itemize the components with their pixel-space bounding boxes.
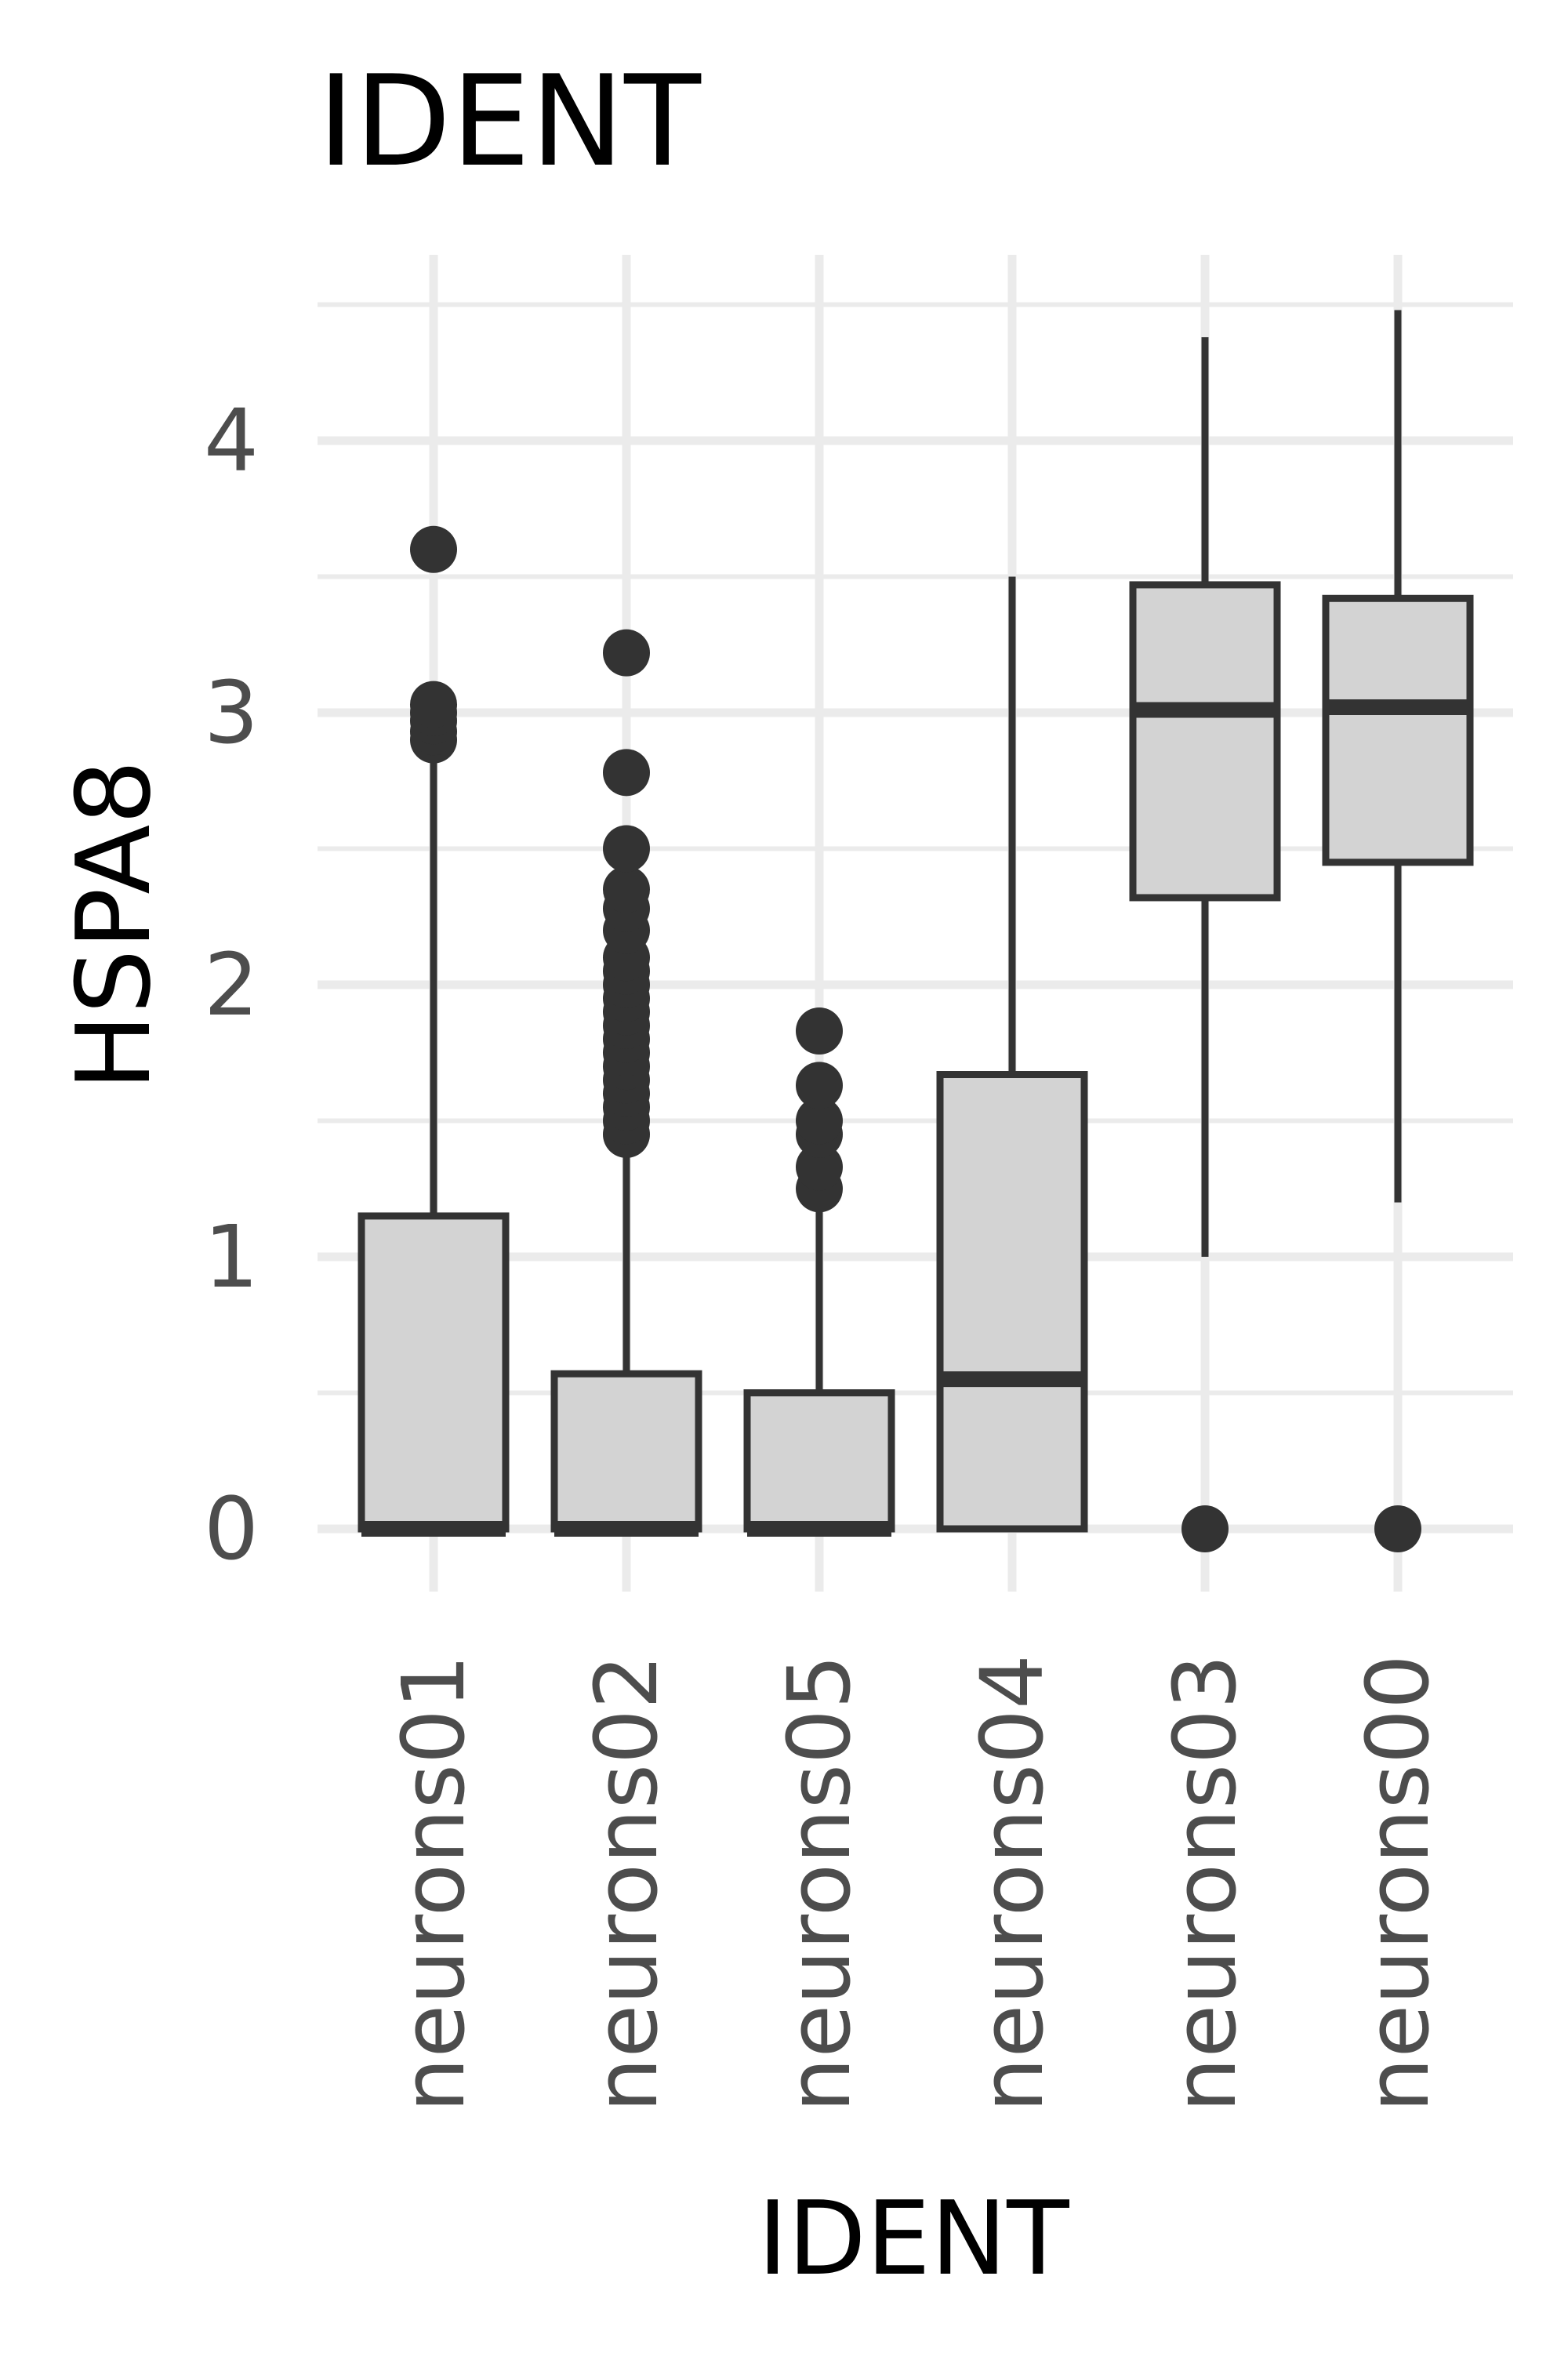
axis-layer: 0 1 2 3 4 neurons01 neurons02 neurons05 neurons0…: [204, 390, 1448, 2112]
y-tick-label: 4: [204, 390, 259, 491]
box-neurons04: [936, 1071, 1088, 1533]
x-tick-label: neurons02: [576, 1654, 677, 2112]
x-tick-label: neurons00: [1348, 1654, 1448, 2112]
box-neurons01: [358, 1212, 510, 1533]
outlier-point: [796, 1143, 843, 1191]
outlier-point: [1374, 1505, 1421, 1552]
outlier-point: [603, 825, 650, 873]
outlier-point: [1181, 1505, 1229, 1552]
box-neurons03: [1129, 581, 1281, 902]
box-neurons00: [1322, 594, 1474, 866]
outlier-point: [410, 525, 457, 573]
outlier-point: [603, 629, 650, 677]
y-axis-label: HSPA8: [54, 760, 173, 1091]
box-layer: [358, 310, 1474, 1537]
x-tick-label: neurons01: [383, 1654, 484, 2112]
outlier-point: [796, 1007, 843, 1055]
x-tick-label: neurons03: [1155, 1654, 1255, 2112]
outlier-point: [603, 749, 650, 797]
chart-title: IDENT: [318, 48, 702, 194]
outlier-layer: [410, 525, 1421, 1552]
box-neurons05: [743, 1389, 895, 1533]
box-neurons02: [550, 1370, 702, 1533]
y-tick-label: 3: [204, 663, 259, 763]
y-tick-label: 1: [204, 1207, 259, 1307]
outlier-point: [796, 1062, 843, 1109]
y-tick-label: 0: [204, 1479, 259, 1579]
outlier-point: [410, 681, 457, 728]
x-tick-label: neurons05: [769, 1654, 869, 2112]
outlier-point: [603, 866, 650, 913]
outlier-point: [796, 1097, 843, 1145]
x-tick-label: neurons04: [962, 1654, 1062, 2112]
y-tick-label: 2: [204, 935, 259, 1035]
x-axis-label: IDENT: [757, 2179, 1069, 2298]
